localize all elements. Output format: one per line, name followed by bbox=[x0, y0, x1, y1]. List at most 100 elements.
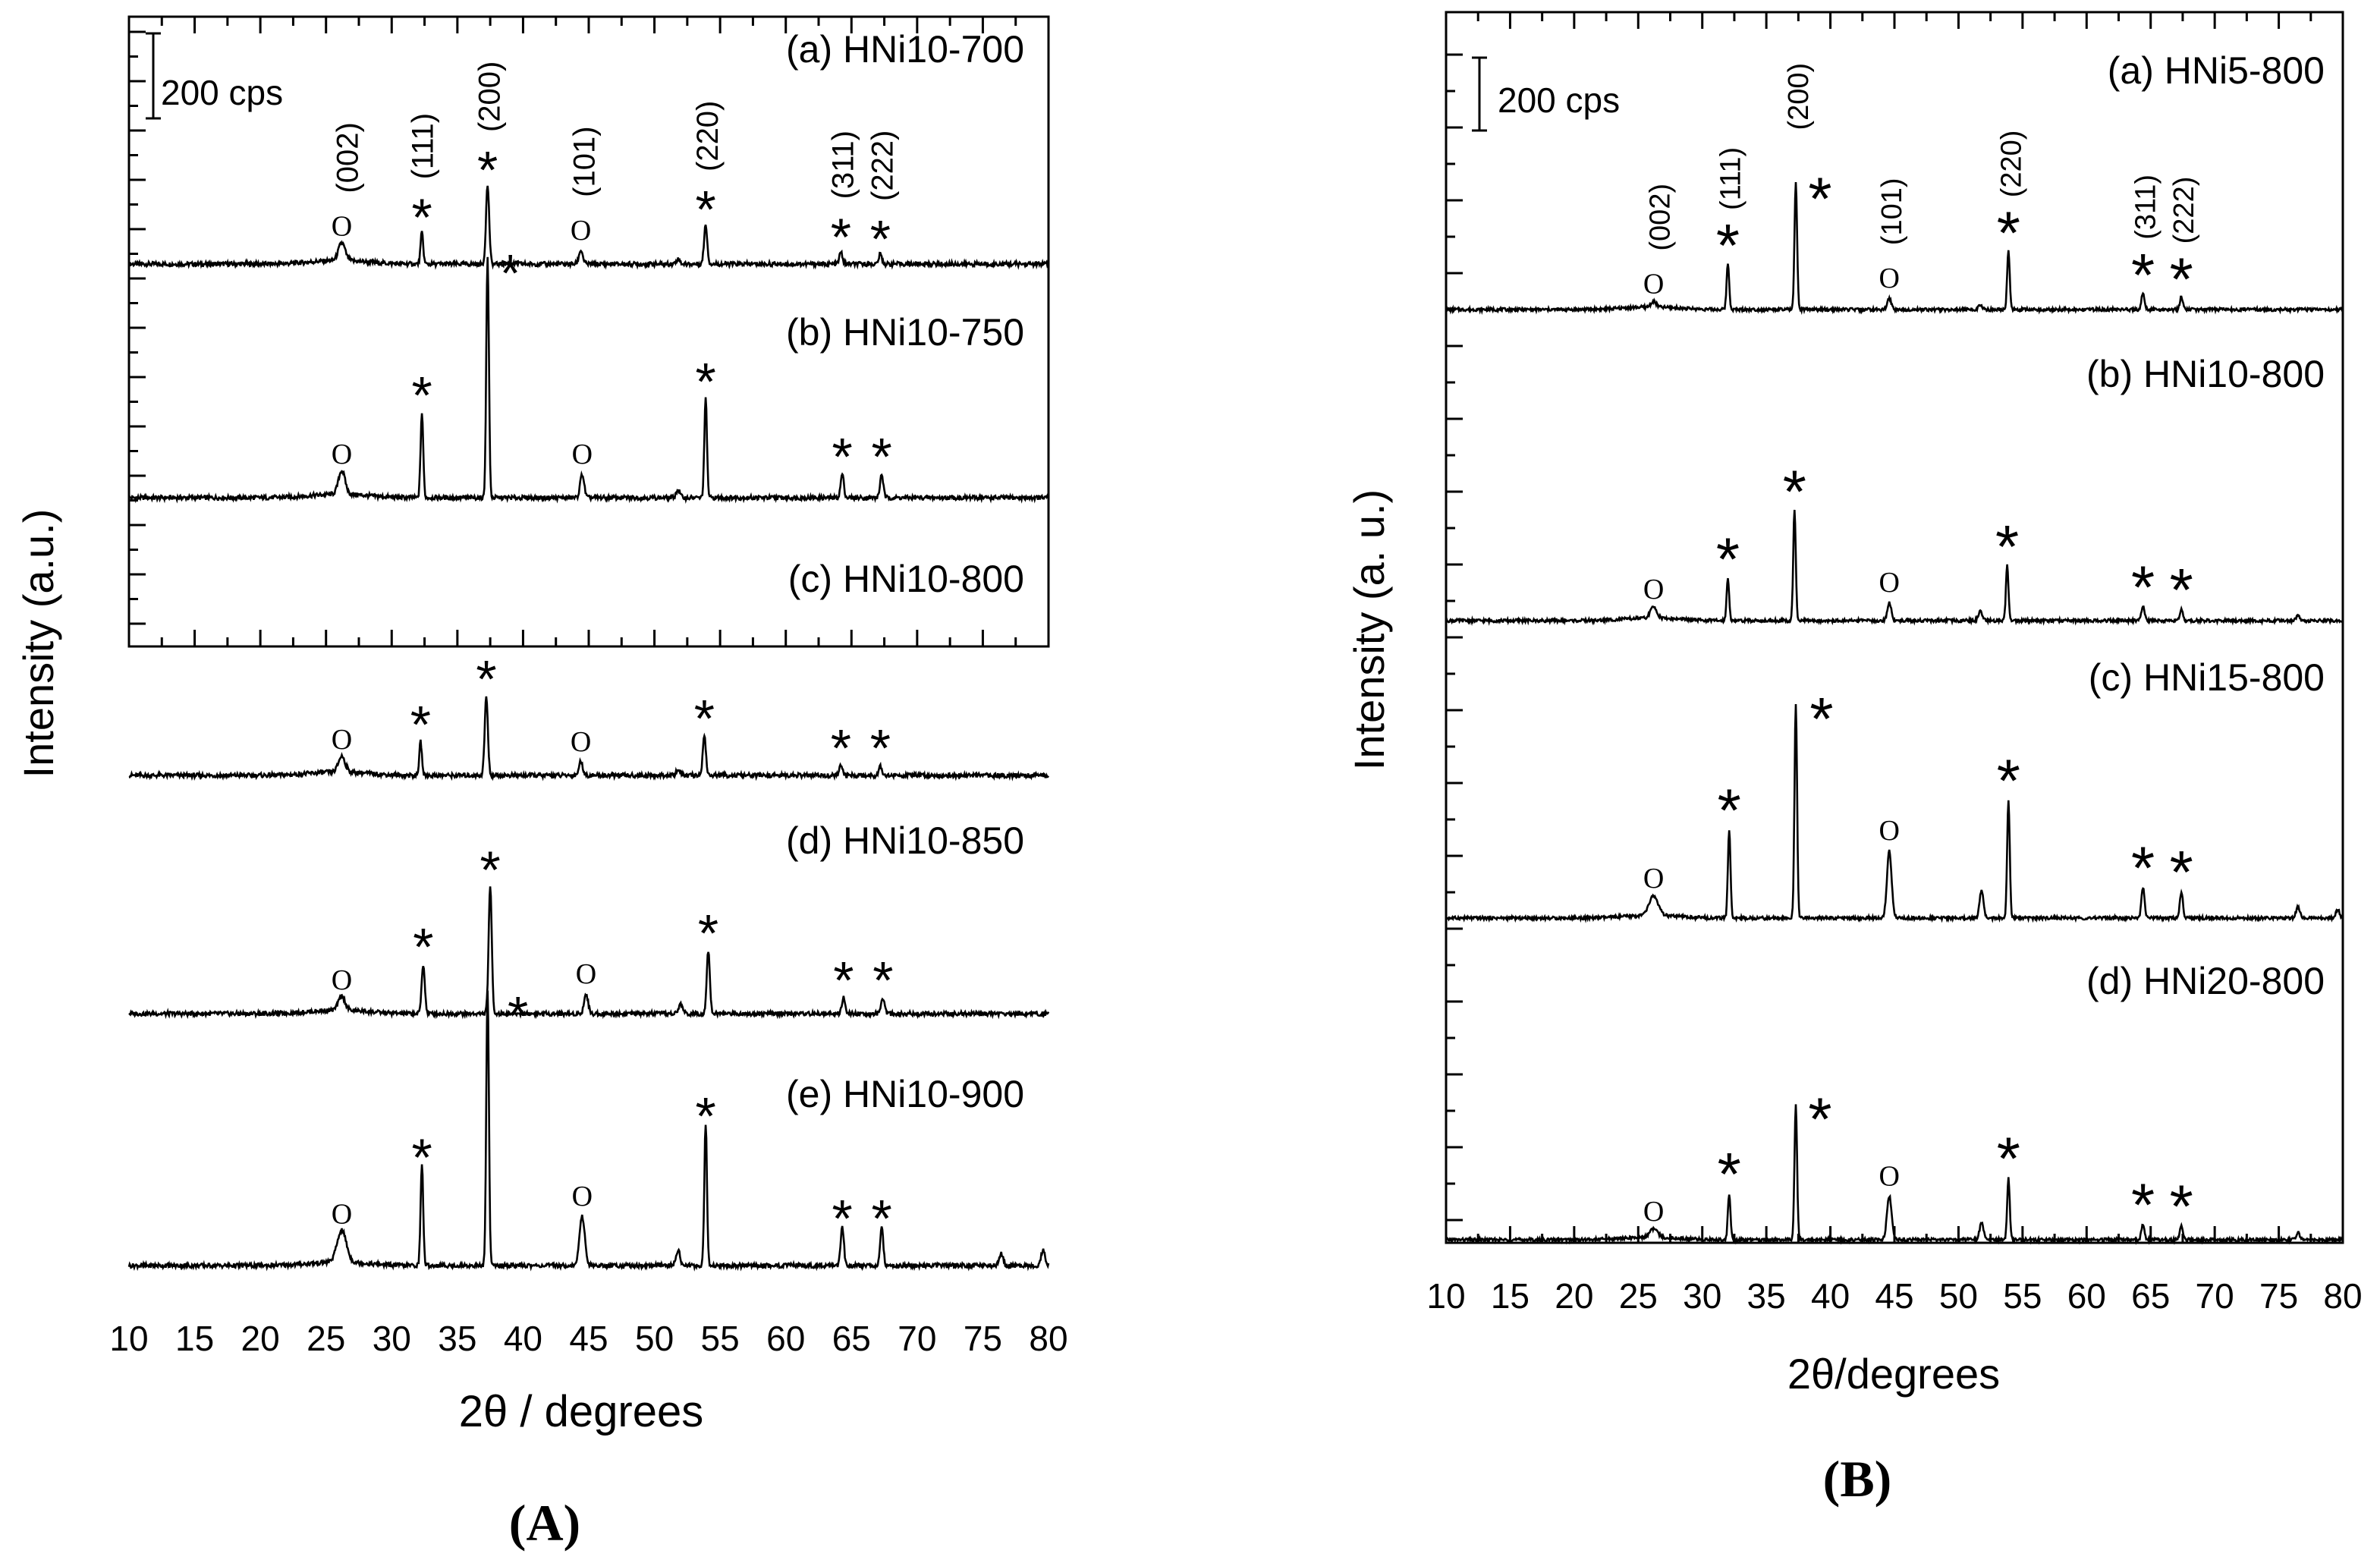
x-tick-label: 15 bbox=[175, 1319, 214, 1358]
x-axis-title: 2θ / degrees bbox=[459, 1387, 703, 1436]
xrd-pattern bbox=[128, 886, 1050, 1020]
phase-star-marker: * bbox=[480, 841, 501, 900]
phase-o-marker: O bbox=[572, 1181, 593, 1212]
xrd-pattern bbox=[1445, 181, 2344, 316]
x-tick-label: 50 bbox=[635, 1319, 674, 1358]
phase-star-marker: * bbox=[870, 719, 891, 778]
panel-a: 10 15 20 25 30 35 40 45 50 55 60 65 70 75 80 2θ / degre… bbox=[14, 15, 1068, 1552]
panel-b: 10 15 20 25 30 35 40 45 50 55 60 65 70 75 80 2θ/degrees… bbox=[1345, 11, 2363, 1508]
series-label: (b) HNi10-750 bbox=[786, 311, 1024, 354]
series-label: (d) HNi10-850 bbox=[786, 819, 1024, 862]
phase-star-marker: * bbox=[411, 366, 432, 425]
phase-o-marker: O bbox=[1643, 1196, 1664, 1228]
x-tick-label: 65 bbox=[832, 1319, 871, 1358]
phase-o-marker: O bbox=[332, 211, 352, 243]
phase-o-marker: O bbox=[332, 1198, 352, 1230]
miller-index-label: (101) bbox=[567, 126, 601, 197]
phase-star-marker: * bbox=[476, 649, 496, 709]
phase-star-marker: * bbox=[1716, 212, 1740, 279]
phase-star-marker: * bbox=[831, 719, 851, 778]
miller-index-label: (200) bbox=[473, 61, 507, 132]
phase-star-marker: * bbox=[477, 140, 498, 200]
x-tick-label: 60 bbox=[2067, 1276, 2106, 1316]
miller-index-label: (222) bbox=[2168, 177, 2200, 244]
x-tick-label: 30 bbox=[1683, 1276, 1721, 1316]
phase-star-marker: * bbox=[411, 187, 432, 247]
phase-star-marker: * bbox=[413, 917, 433, 976]
phase-star-marker: * bbox=[695, 352, 715, 411]
scale-bar-label: 200 cps bbox=[1498, 80, 1620, 120]
phase-star-marker: * bbox=[695, 1087, 715, 1146]
panel-label: (B) bbox=[1823, 1450, 1892, 1508]
phase-star-marker: * bbox=[500, 244, 520, 303]
scale-bar-label: 200 cps bbox=[161, 73, 283, 112]
phase-star-marker: * bbox=[1716, 526, 1740, 593]
phase-o-marker: O bbox=[1879, 815, 1900, 847]
xrd-pattern bbox=[127, 990, 1050, 1272]
x-tick-label: 65 bbox=[2131, 1276, 2170, 1316]
phase-o-marker: O bbox=[1879, 567, 1900, 599]
series-label: (e) HNi10-900 bbox=[786, 1073, 1024, 1115]
miller-index-label: (200) bbox=[1783, 63, 1815, 131]
series-label: (b) HNi10-800 bbox=[2086, 353, 2325, 395]
x-tick-label: 30 bbox=[373, 1319, 411, 1358]
x-tick-label: 40 bbox=[1811, 1276, 1850, 1316]
x-tick-label: 75 bbox=[964, 1319, 1002, 1358]
phase-o-marker: O bbox=[576, 958, 596, 990]
x-tick-label: 80 bbox=[1029, 1319, 1067, 1358]
miller-index-label: (101) bbox=[1876, 178, 1908, 245]
phase-star-marker: * bbox=[1718, 776, 1741, 844]
x-axis-title: 2θ/degrees bbox=[1787, 1350, 2000, 1398]
phase-star-marker: * bbox=[1808, 165, 1831, 233]
phase-star-marker: * bbox=[832, 427, 853, 486]
phase-star-marker: * bbox=[2170, 556, 2193, 624]
phase-star-marker: * bbox=[2170, 245, 2193, 313]
miller-index-label: (311) bbox=[826, 131, 860, 199]
phase-star-marker: * bbox=[1783, 458, 1806, 526]
miller-index-label: (220) bbox=[691, 101, 725, 171]
phase-star-marker: * bbox=[833, 951, 854, 1010]
miller-index-label: (111) bbox=[1715, 147, 1746, 210]
phase-star-marker: * bbox=[871, 1189, 891, 1248]
phase-star-marker: * bbox=[698, 904, 718, 963]
phase-star-marker: * bbox=[508, 986, 528, 1045]
x-tick-label: 80 bbox=[2323, 1276, 2362, 1316]
phase-star-marker: * bbox=[870, 209, 891, 269]
x-tick-label: 25 bbox=[1619, 1276, 1658, 1316]
xrd-pattern bbox=[127, 256, 1050, 504]
miller-index-label: (111) bbox=[406, 113, 439, 179]
x-tick-label: 50 bbox=[1939, 1276, 1978, 1316]
phase-o-marker: O bbox=[332, 724, 352, 756]
x-tick-label: 55 bbox=[2003, 1276, 2042, 1316]
x-tick-label: 35 bbox=[438, 1319, 476, 1358]
xrd-pattern bbox=[1445, 1104, 2344, 1246]
series-label: (c) HNi10-800 bbox=[788, 558, 1024, 600]
phase-star-marker: * bbox=[695, 180, 715, 239]
phase-star-marker: * bbox=[2170, 838, 2193, 906]
phase-star-marker: * bbox=[2131, 1171, 2155, 1239]
phase-star-marker: * bbox=[2131, 241, 2155, 309]
phase-o-marker: O bbox=[571, 726, 591, 758]
phase-star-marker: * bbox=[411, 1127, 432, 1187]
x-tick-label: 45 bbox=[569, 1319, 608, 1358]
xrd-pattern bbox=[127, 185, 1050, 270]
phase-o-marker: O bbox=[332, 439, 352, 470]
panel-label: (A) bbox=[509, 1494, 580, 1552]
miller-index-label: (002) bbox=[332, 122, 365, 193]
phase-o-marker: O bbox=[572, 439, 593, 470]
phase-star-marker: * bbox=[1997, 199, 2020, 266]
phase-o-marker: O bbox=[1643, 574, 1664, 605]
miller-index-label: (311) bbox=[2130, 175, 2162, 240]
phase-star-marker: * bbox=[410, 695, 431, 754]
series-label: (c) HNi15-800 bbox=[2089, 656, 2325, 699]
x-tick-label: 60 bbox=[766, 1319, 805, 1358]
phase-star-marker: * bbox=[831, 207, 851, 266]
phase-o-marker: O bbox=[571, 215, 591, 247]
series-label: (d) HNi20-800 bbox=[2086, 960, 2325, 1002]
y-axis-title: Intensity (a. u.) bbox=[1345, 489, 1393, 770]
phase-o-marker: O bbox=[1879, 1161, 1900, 1193]
y-axis-title: Intensity (a.u.) bbox=[14, 509, 62, 778]
phase-star-marker: * bbox=[871, 427, 891, 486]
x-tick-label: 10 bbox=[1426, 1276, 1465, 1316]
